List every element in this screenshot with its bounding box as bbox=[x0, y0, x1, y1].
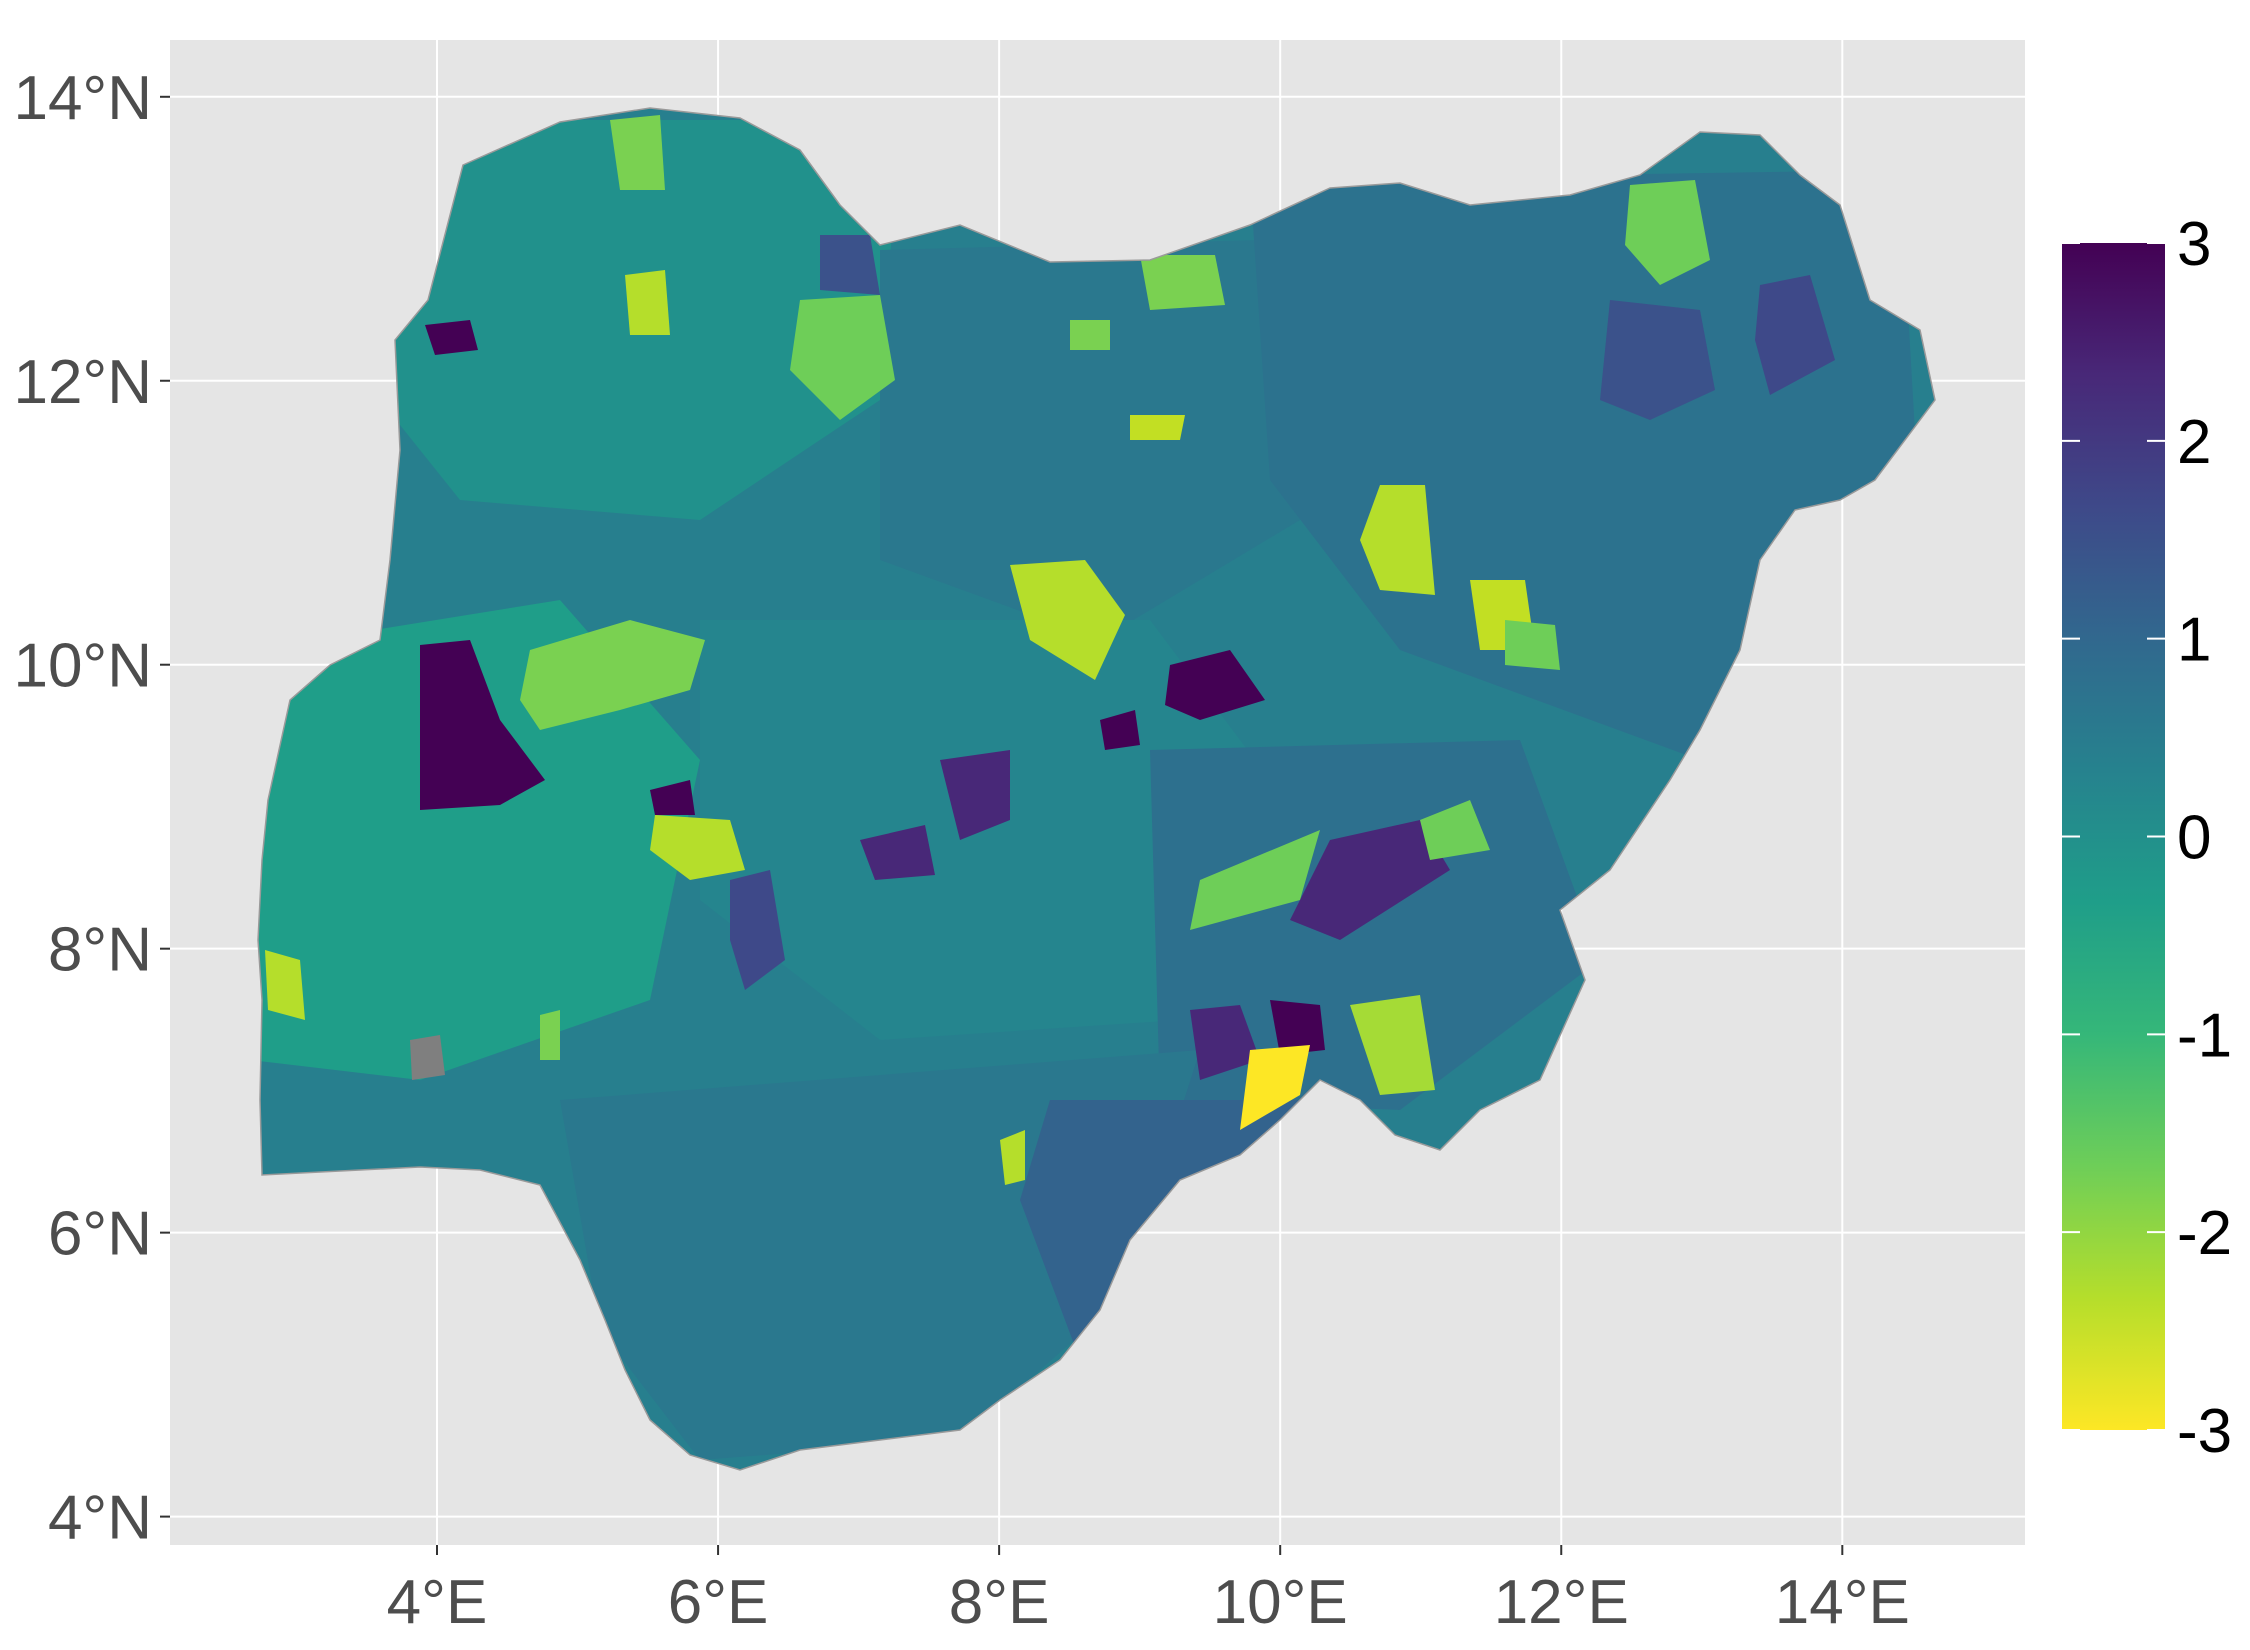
district-high-4 bbox=[1270, 1000, 1325, 1055]
district-low-18 bbox=[1000, 1130, 1025, 1185]
district-low-4 bbox=[1360, 485, 1435, 595]
region-west bbox=[258, 600, 700, 1080]
x-tick-label: 14°E bbox=[1775, 1568, 1910, 1637]
legend-ticks: 3 2 1 0 -1 -2 -3 bbox=[2062, 210, 2232, 1466]
district-low-8 bbox=[1625, 180, 1710, 285]
y-tick-label: 12°N bbox=[13, 348, 152, 417]
x-tick-label: 12°E bbox=[1494, 1568, 1629, 1637]
x-tick-label: 10°E bbox=[1213, 1568, 1348, 1637]
legend-label: -3 bbox=[2177, 1397, 2232, 1466]
district-high-14 bbox=[650, 780, 695, 815]
district-high-9 bbox=[730, 870, 785, 990]
x-tick-label: 4°E bbox=[387, 1568, 488, 1637]
latitude-axis: 4°N 6°N 8°N 10°N 12°N 14°N bbox=[13, 64, 170, 1553]
district-low-17 bbox=[1505, 620, 1560, 670]
district-low-16 bbox=[265, 950, 305, 1020]
y-tick-label: 10°N bbox=[13, 632, 152, 701]
nigeria-border bbox=[257, 107, 1936, 1471]
district-low-6 bbox=[1240, 1045, 1310, 1130]
region-north-central bbox=[880, 240, 1300, 640]
district-high-12 bbox=[1100, 710, 1140, 750]
legend-label: 1 bbox=[2177, 606, 2211, 675]
legend-label: 0 bbox=[2177, 804, 2211, 873]
district-low-20 bbox=[1420, 800, 1490, 860]
legend-label: 2 bbox=[2177, 408, 2211, 477]
district-high-5 bbox=[1755, 275, 1835, 395]
district-low-14 bbox=[1130, 415, 1185, 440]
district-low-7 bbox=[1350, 995, 1435, 1095]
longitude-axis: 4°E 6°E 8°E 10°E 12°E 14°E bbox=[387, 1545, 1910, 1637]
region-middle-belt bbox=[700, 620, 1300, 1040]
legend-label: -1 bbox=[2177, 1001, 2232, 1070]
district-low-3 bbox=[1010, 560, 1125, 680]
district-low-11 bbox=[610, 115, 665, 190]
x-tick-label: 8°E bbox=[949, 1568, 1050, 1637]
district-high-3 bbox=[1165, 650, 1265, 720]
district-high-7 bbox=[820, 235, 880, 295]
legend-label: 3 bbox=[2177, 210, 2211, 279]
y-tick-label: 8°N bbox=[48, 916, 152, 985]
district-low-15 bbox=[1190, 830, 1320, 930]
district-missing-1 bbox=[410, 1035, 445, 1080]
district-low-13 bbox=[1070, 320, 1110, 350]
district-low-19 bbox=[540, 1010, 560, 1060]
y-tick-label: 14°N bbox=[13, 64, 152, 133]
legend-label: -2 bbox=[2177, 1199, 2232, 1268]
color-legend: 3 2 1 0 -1 -2 -3 bbox=[2062, 210, 2232, 1466]
y-tick-label: 6°N bbox=[48, 1200, 152, 1269]
district-high-8 bbox=[425, 320, 478, 355]
district-low-12 bbox=[625, 270, 670, 335]
y-tick-label: 4°N bbox=[48, 1484, 152, 1553]
district-high-2 bbox=[1290, 820, 1450, 940]
district-low-9 bbox=[790, 295, 895, 420]
district-high-1 bbox=[420, 640, 545, 810]
district-high-13 bbox=[1190, 1005, 1260, 1080]
district-low-10 bbox=[1140, 255, 1225, 310]
district-low-1 bbox=[520, 620, 705, 730]
district-high-6 bbox=[1600, 300, 1715, 420]
district-high-10 bbox=[860, 825, 935, 880]
region-east-central bbox=[1150, 740, 1600, 1110]
x-tick-label: 6°E bbox=[668, 1568, 769, 1637]
district-high-11 bbox=[940, 750, 1010, 840]
district-low-2 bbox=[650, 815, 745, 880]
